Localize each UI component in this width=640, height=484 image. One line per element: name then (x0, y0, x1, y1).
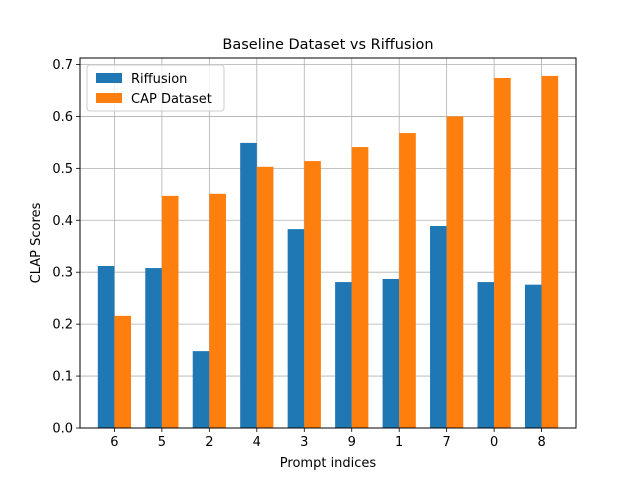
cap-dataset-bar (399, 133, 416, 429)
x-tick-label: 7 (443, 435, 451, 450)
cap-dataset-bar (494, 77, 511, 428)
y-tick-label: 0.4 (52, 214, 73, 229)
x-tick-label: 3 (300, 435, 308, 450)
riffusion-bar (192, 351, 210, 428)
riffusion-bar (97, 265, 115, 428)
legend: Riffusion CAP Dataset (86, 64, 225, 112)
plot-frame (79, 57, 577, 429)
y-axis-label: CLAP Scores (29, 202, 44, 283)
y-tick-label: 0.0 (52, 422, 73, 437)
cap-dataset-bar (351, 147, 369, 429)
x-tick-label: 9 (348, 435, 356, 450)
x-tick-label: 6 (110, 435, 118, 450)
cap-dataset-bar (209, 193, 226, 428)
riffusion-bar (382, 278, 400, 428)
x-tick-label: 5 (158, 435, 166, 450)
riffusion-bar (524, 284, 542, 428)
y-tick-label: 0.7 (52, 58, 73, 73)
riffusion-bar (477, 282, 495, 428)
riffusion-bar (430, 225, 447, 428)
x-tick-label: 0 (490, 435, 498, 450)
cap-dataset-bar (304, 161, 321, 429)
bars-group (97, 75, 559, 429)
x-tick-label: 2 (205, 435, 213, 450)
cap-dataset-bar (446, 116, 464, 428)
y-tick-label: 0.2 (52, 318, 73, 333)
legend-label: CAP Dataset (131, 92, 212, 107)
cap-dataset-bar (541, 75, 559, 429)
cap-dataset-bar (161, 195, 179, 428)
y-tick-label: 0.3 (52, 266, 73, 281)
y-tick-label: 0.6 (52, 110, 73, 125)
riffusion-bar (287, 229, 305, 428)
x-tick-label: 8 (537, 435, 545, 450)
x-axis-ticks: 6 5 2 4 3 9 1 7 0 8 (110, 428, 546, 450)
cap-dataset-bar (256, 166, 274, 429)
y-tick-label: 0.5 (52, 162, 73, 177)
x-tick-label: 1 (395, 435, 403, 450)
cap-dataset-bar (114, 315, 132, 428)
x-axis-label: Prompt indices (280, 456, 377, 471)
legend-swatch (96, 73, 122, 83)
legend-label: Riffusion (131, 72, 187, 87)
riffusion-bar (240, 142, 257, 428)
chart-title: Baseline Dataset vs Riffusion (222, 37, 433, 53)
x-tick-label: 4 (253, 435, 261, 450)
riffusion-bar (145, 268, 162, 428)
y-tick-label: 0.1 (52, 370, 73, 385)
riffusion-bar (335, 282, 352, 428)
y-axis-ticks: 0.0 0.1 0.2 0.3 0.4 0.5 0.6 0.7 (52, 58, 80, 437)
legend-swatch (96, 93, 122, 103)
